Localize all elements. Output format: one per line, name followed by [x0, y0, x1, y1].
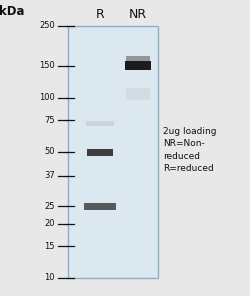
- Text: NR: NR: [129, 8, 147, 21]
- Text: 75: 75: [44, 116, 55, 125]
- Bar: [126, 56, 150, 61]
- Text: 50: 50: [44, 147, 55, 157]
- Text: 37: 37: [44, 171, 55, 180]
- Bar: [125, 62, 151, 70]
- Text: 100: 100: [39, 93, 55, 102]
- Text: 20: 20: [44, 219, 55, 228]
- Text: 10: 10: [44, 274, 55, 282]
- Text: kDa: kDa: [0, 5, 25, 18]
- Text: 2ug loading
NR=Non-
reduced
R=reduced: 2ug loading NR=Non- reduced R=reduced: [163, 127, 216, 173]
- Bar: [87, 149, 113, 155]
- Bar: [68, 26, 158, 278]
- Text: 25: 25: [44, 202, 55, 211]
- Text: R: R: [96, 8, 104, 21]
- Bar: [126, 88, 150, 100]
- Bar: [86, 121, 114, 126]
- Text: 250: 250: [39, 22, 55, 30]
- Text: 15: 15: [44, 242, 55, 251]
- Text: 150: 150: [39, 62, 55, 70]
- Bar: [84, 203, 116, 210]
